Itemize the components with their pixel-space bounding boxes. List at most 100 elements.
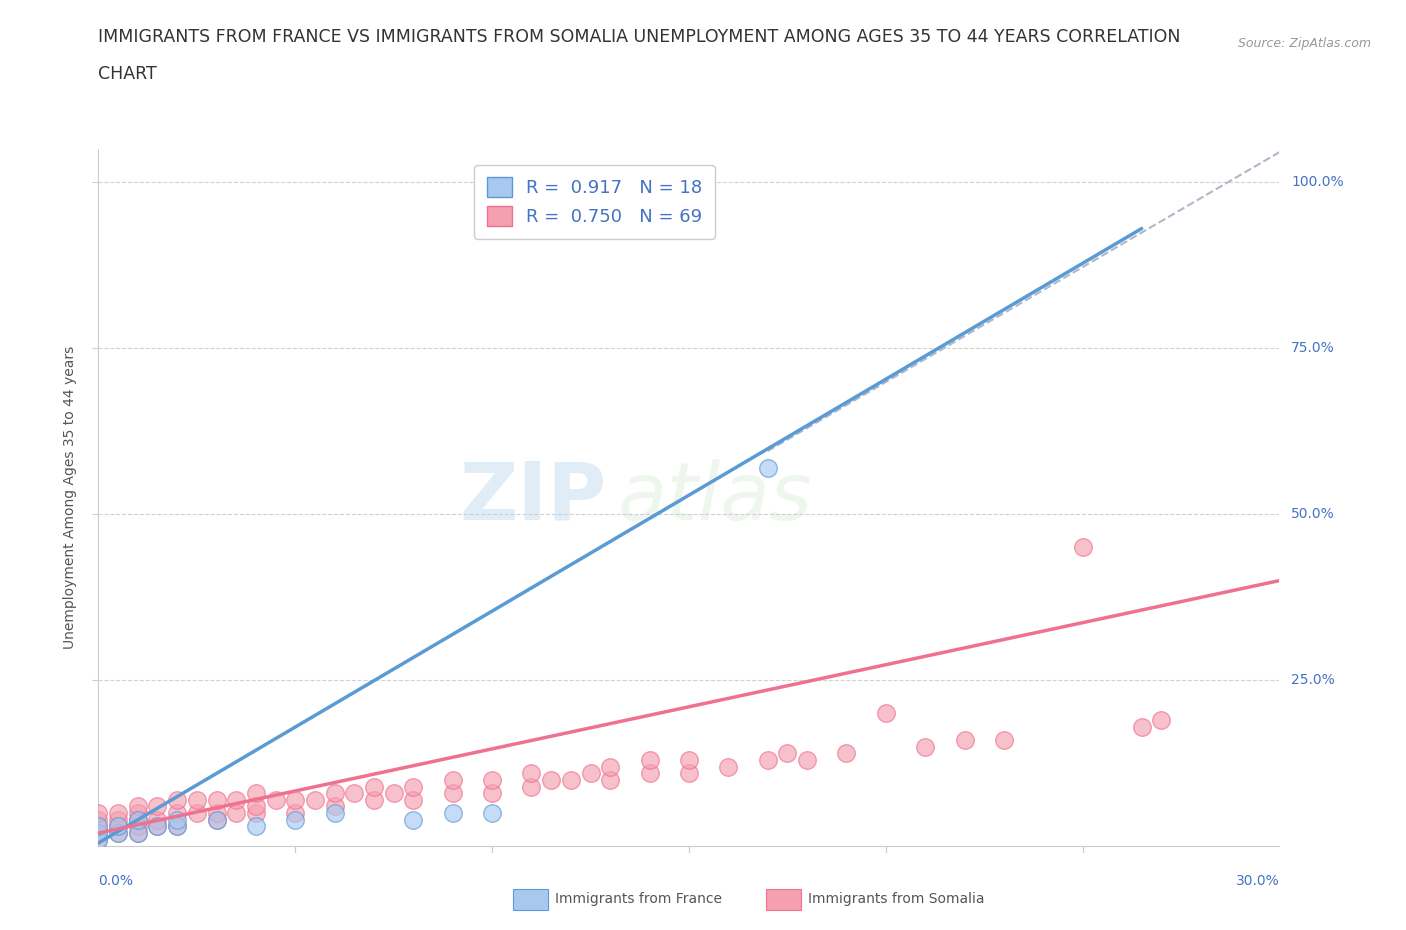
Point	[245, 799, 267, 814]
Point	[127, 805, 149, 820]
Point	[579, 765, 602, 780]
Point	[540, 773, 562, 788]
Point	[127, 826, 149, 841]
Point	[520, 779, 543, 794]
Text: 100.0%: 100.0%	[1291, 175, 1344, 189]
Point	[343, 786, 366, 801]
Text: CHART: CHART	[98, 65, 157, 83]
Point	[678, 752, 700, 767]
Point	[993, 733, 1015, 748]
Point	[127, 812, 149, 827]
Point	[441, 786, 464, 801]
Point	[107, 826, 129, 841]
Point	[186, 805, 208, 820]
Point	[875, 706, 897, 721]
Point	[402, 779, 425, 794]
Point	[264, 792, 287, 807]
Point	[520, 765, 543, 780]
Point	[87, 805, 110, 820]
Point	[205, 812, 228, 827]
Point	[205, 812, 228, 827]
Point	[146, 812, 169, 827]
Text: ZIP: ZIP	[458, 458, 606, 537]
Point	[402, 812, 425, 827]
Point	[363, 792, 385, 807]
Point	[323, 805, 346, 820]
Point	[776, 746, 799, 761]
Point	[1071, 540, 1094, 555]
Text: 0.0%: 0.0%	[98, 874, 134, 888]
Point	[107, 819, 129, 834]
Point	[441, 805, 464, 820]
Point	[599, 759, 621, 774]
Point	[127, 799, 149, 814]
Point	[284, 805, 307, 820]
Text: 25.0%: 25.0%	[1291, 673, 1336, 687]
Point	[323, 799, 346, 814]
Point	[481, 773, 503, 788]
Text: Immigrants from France: Immigrants from France	[555, 892, 723, 907]
Text: Immigrants from Somalia: Immigrants from Somalia	[808, 892, 986, 907]
Point	[638, 752, 661, 767]
Text: atlas: atlas	[619, 458, 813, 537]
Point	[678, 765, 700, 780]
Point	[146, 819, 169, 834]
Point	[127, 826, 149, 841]
Point	[481, 786, 503, 801]
Y-axis label: Unemployment Among Ages 35 to 44 years: Unemployment Among Ages 35 to 44 years	[63, 346, 77, 649]
Point	[363, 779, 385, 794]
Point	[717, 759, 740, 774]
Point	[245, 805, 267, 820]
Point	[953, 733, 976, 748]
Point	[146, 819, 169, 834]
Point	[107, 812, 129, 827]
Point	[441, 773, 464, 788]
Point	[382, 786, 405, 801]
Point	[107, 826, 129, 841]
Point	[225, 792, 247, 807]
Point	[87, 826, 110, 841]
Point	[1130, 719, 1153, 734]
Point	[127, 812, 149, 827]
Point	[323, 786, 346, 801]
Text: 30.0%: 30.0%	[1236, 874, 1279, 888]
Point	[245, 819, 267, 834]
Point	[481, 805, 503, 820]
Point	[205, 792, 228, 807]
Text: 50.0%: 50.0%	[1291, 507, 1336, 521]
Point	[835, 746, 858, 761]
Point	[756, 460, 779, 475]
Point	[796, 752, 818, 767]
Point	[146, 799, 169, 814]
Point	[304, 792, 326, 807]
Point	[166, 805, 188, 820]
Point	[638, 765, 661, 780]
Point	[87, 819, 110, 834]
Point	[284, 812, 307, 827]
Point	[166, 819, 188, 834]
Point	[87, 812, 110, 827]
Point	[166, 812, 188, 827]
Point	[127, 819, 149, 834]
Point	[87, 819, 110, 834]
Point	[402, 792, 425, 807]
Text: IMMIGRANTS FROM FRANCE VS IMMIGRANTS FROM SOMALIA UNEMPLOYMENT AMONG AGES 35 TO : IMMIGRANTS FROM FRANCE VS IMMIGRANTS FRO…	[98, 28, 1181, 46]
Point	[87, 832, 110, 847]
Text: 75.0%: 75.0%	[1291, 341, 1336, 355]
Point	[914, 739, 936, 754]
Text: Source: ZipAtlas.com: Source: ZipAtlas.com	[1237, 37, 1371, 50]
Legend: R =  0.917   N = 18, R =  0.750   N = 69: R = 0.917 N = 18, R = 0.750 N = 69	[474, 165, 716, 239]
Point	[166, 792, 188, 807]
Point	[87, 826, 110, 841]
Point	[186, 792, 208, 807]
Point	[166, 819, 188, 834]
Point	[107, 805, 129, 820]
Point	[284, 792, 307, 807]
Point	[756, 752, 779, 767]
Point	[107, 819, 129, 834]
Point	[245, 786, 267, 801]
Point	[87, 832, 110, 847]
Point	[599, 773, 621, 788]
Point	[225, 805, 247, 820]
Point	[560, 773, 582, 788]
